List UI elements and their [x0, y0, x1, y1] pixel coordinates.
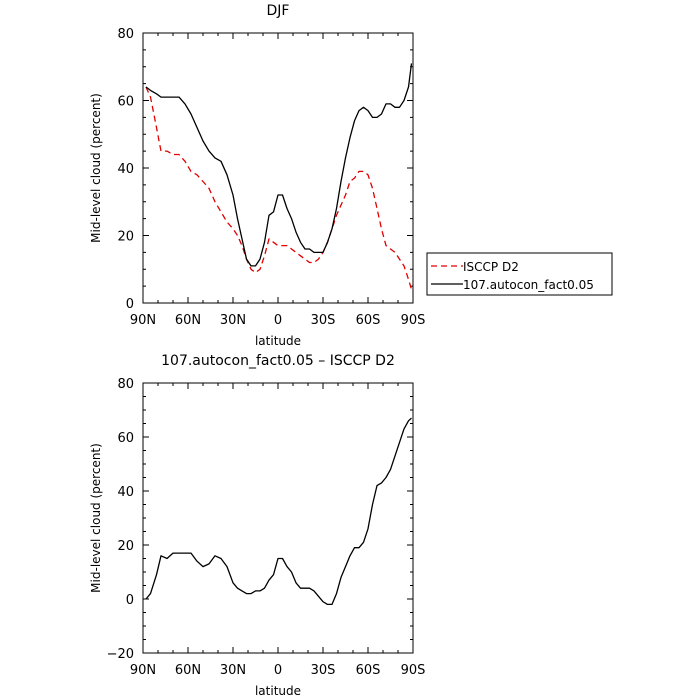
chart-title: 107.autocon_fact0.05 – ISCCP D2 — [161, 353, 395, 369]
y-tick-label: −20 — [107, 647, 134, 662]
y-tick-label: 20 — [117, 539, 134, 554]
legend-label: ISCCP D2 — [463, 260, 519, 274]
y-tick-label: 40 — [117, 162, 134, 177]
x-tick-label: 30N — [220, 313, 246, 328]
x-tick-label: 30S — [311, 663, 336, 678]
series-line-107-autocon-fact0-05 — [145, 63, 413, 267]
y-tick-label: 20 — [117, 230, 134, 245]
x-tick-label: 90S — [401, 313, 426, 328]
x-tick-label: 30S — [311, 313, 336, 328]
plot-frame — [142, 382, 414, 654]
y-tick-label: 0 — [126, 297, 134, 312]
y-tick-label: 80 — [117, 27, 134, 42]
x-tick-label: 60S — [356, 313, 381, 328]
x-tick-label: 60S — [356, 663, 381, 678]
x-tick-label: 60N — [175, 663, 201, 678]
y-axis-title: Mid-level cloud (percent) — [89, 93, 103, 243]
chart-panel-1: DJF 90N 60N 30N 0 30S 60S 90S 0 20 40 60 80 latitude M… — [89, 3, 613, 348]
y-tick-label: 0 — [126, 593, 134, 608]
chart-title: DJF — [267, 3, 290, 19]
x-tick-label: 90S — [401, 663, 426, 678]
y-tick-label: 60 — [117, 95, 134, 110]
series-line-isccp-d2 — [145, 86, 413, 290]
y-tick-label: 40 — [117, 485, 134, 500]
y-tick-label: 60 — [117, 431, 134, 446]
x-tick-label: 0 — [274, 313, 282, 328]
chart-panel-2: 107.autocon_fact0.05 – ISCCP D2 90N 60N 30N… — [89, 353, 425, 698]
y-tick-label: 80 — [117, 377, 134, 392]
x-axis-title: latitude — [255, 334, 301, 348]
x-axis-title: latitude — [255, 684, 301, 698]
legend-label: 107.autocon_fact0.05 — [463, 278, 594, 292]
y-axis-title: Mid-level cloud (percent) — [89, 443, 103, 593]
plot-frame — [142, 32, 414, 304]
series-line-series-1 — [145, 417, 412, 606]
x-tick-label: 90N — [130, 313, 156, 328]
x-tick-label: 30N — [220, 663, 246, 678]
x-tick-label: 0 — [274, 663, 282, 678]
x-tick-label: 90N — [130, 663, 156, 678]
legend-box — [426, 252, 613, 296]
legend: ISCCP D2 107.autocon_fact0.05 — [426, 252, 613, 296]
x-tick-label: 60N — [175, 313, 201, 328]
